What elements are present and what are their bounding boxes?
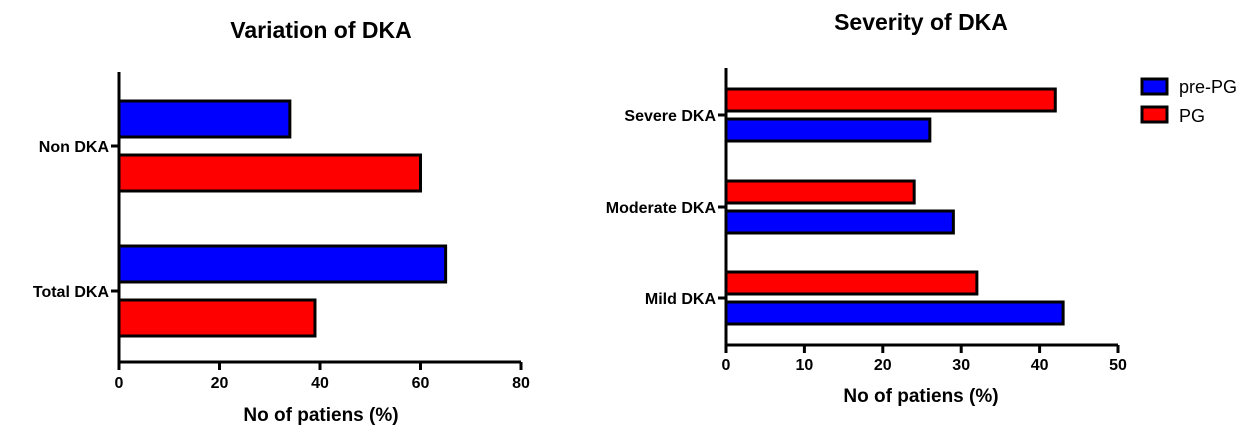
- x-tick-label: 40: [1031, 357, 1049, 374]
- legend-swatch-pg: [1140, 105, 1169, 124]
- bar-pg-total-dka: [117, 298, 317, 338]
- x-tick-label: 50: [1109, 357, 1127, 374]
- chart-1-x-axis-label: No of patiens (%): [243, 405, 398, 426]
- legend-swatch-pre-pg: [1140, 77, 1169, 96]
- bar-pg-severe-dka: [724, 87, 1057, 113]
- x-tick-label: 20: [874, 357, 892, 374]
- x-tick-label: 10: [796, 357, 814, 374]
- x-tick-label: 0: [115, 375, 124, 392]
- chart-1-title: Variation of DKA: [230, 17, 411, 43]
- chart-2-x-axis-label: No of patiens (%): [843, 386, 998, 407]
- x-tick-label: 40: [311, 375, 329, 392]
- bar-pre-pg-severe-dka: [724, 117, 932, 143]
- y-tick-label: Non DKA: [39, 139, 110, 156]
- chart-1-axes: Non DKA Total DKA 0 20 40 60 80: [33, 72, 530, 392]
- chart-severity-of-dka: Severity of DKA Severe DKA Moderate DKA Mi…: [606, 9, 1237, 407]
- y-tick-label: Moderate DKA: [606, 200, 717, 217]
- chart-2-axes: Severe DKA Moderate DKA Mild DKA 0 10 20 30 40 5…: [606, 68, 1127, 374]
- x-tick-label: 20: [211, 375, 229, 392]
- bar-pre-pg-moderate-dka: [724, 209, 955, 235]
- bar-pre-pg-non-dka: [117, 99, 292, 139]
- bar-pg-non-dka: [117, 153, 422, 193]
- bar-pre-pg-mild-dka: [724, 300, 1065, 326]
- y-tick-label: Mild DKA: [645, 291, 717, 308]
- chart-2-bars: [724, 87, 1065, 326]
- x-tick-label: 60: [412, 375, 430, 392]
- chart-2-title: Severity of DKA: [834, 9, 1008, 35]
- legend-label-pg: PG: [1179, 106, 1205, 126]
- x-tick-label: 80: [512, 375, 530, 392]
- legend-label-pre-pg: pre-PG: [1179, 77, 1237, 97]
- bar-pre-pg-total-dka: [117, 244, 448, 284]
- x-tick-label: 30: [952, 357, 970, 374]
- chart-variation-of-dka: Variation of DKA Non DKA Total DKA 0 20 40 60…: [33, 17, 530, 426]
- x-tick-label: 0: [722, 357, 731, 374]
- y-tick-label: Total DKA: [33, 284, 110, 301]
- chart-1-bars: [117, 99, 448, 338]
- bar-pg-moderate-dka: [724, 179, 916, 205]
- y-tick-label: Severe DKA: [624, 108, 716, 125]
- bar-pg-mild-dka: [724, 270, 979, 296]
- chart-2-legend: pre-PG PG: [1140, 77, 1237, 126]
